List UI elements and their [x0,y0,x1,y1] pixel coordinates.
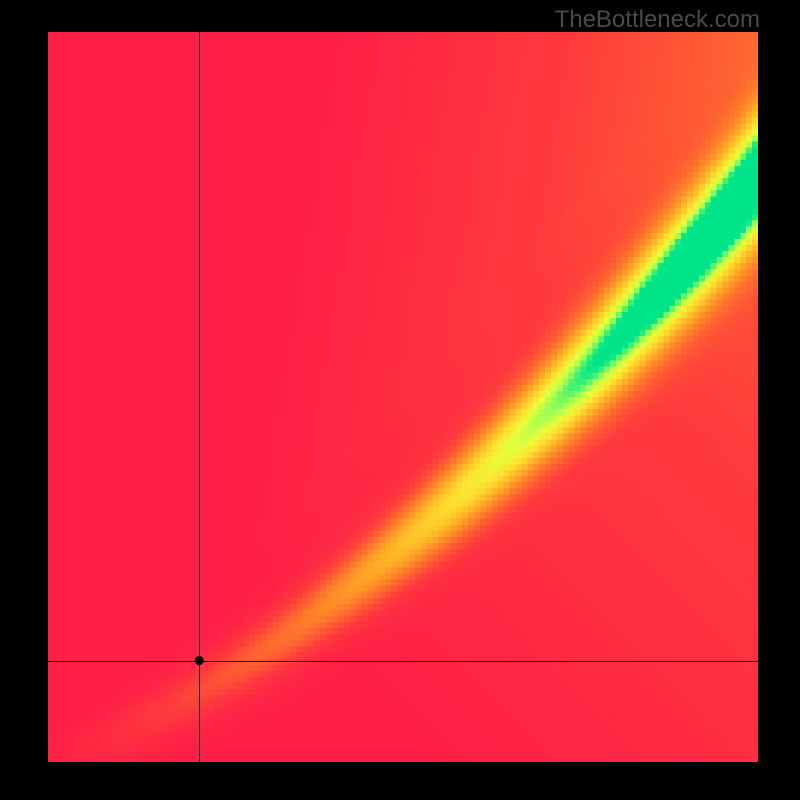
crosshair-overlay [48,32,758,762]
chart-container: { "canvas": { "width": 800, "height": 80… [0,0,800,800]
watermark-text: TheBottleneck.com [555,6,760,34]
